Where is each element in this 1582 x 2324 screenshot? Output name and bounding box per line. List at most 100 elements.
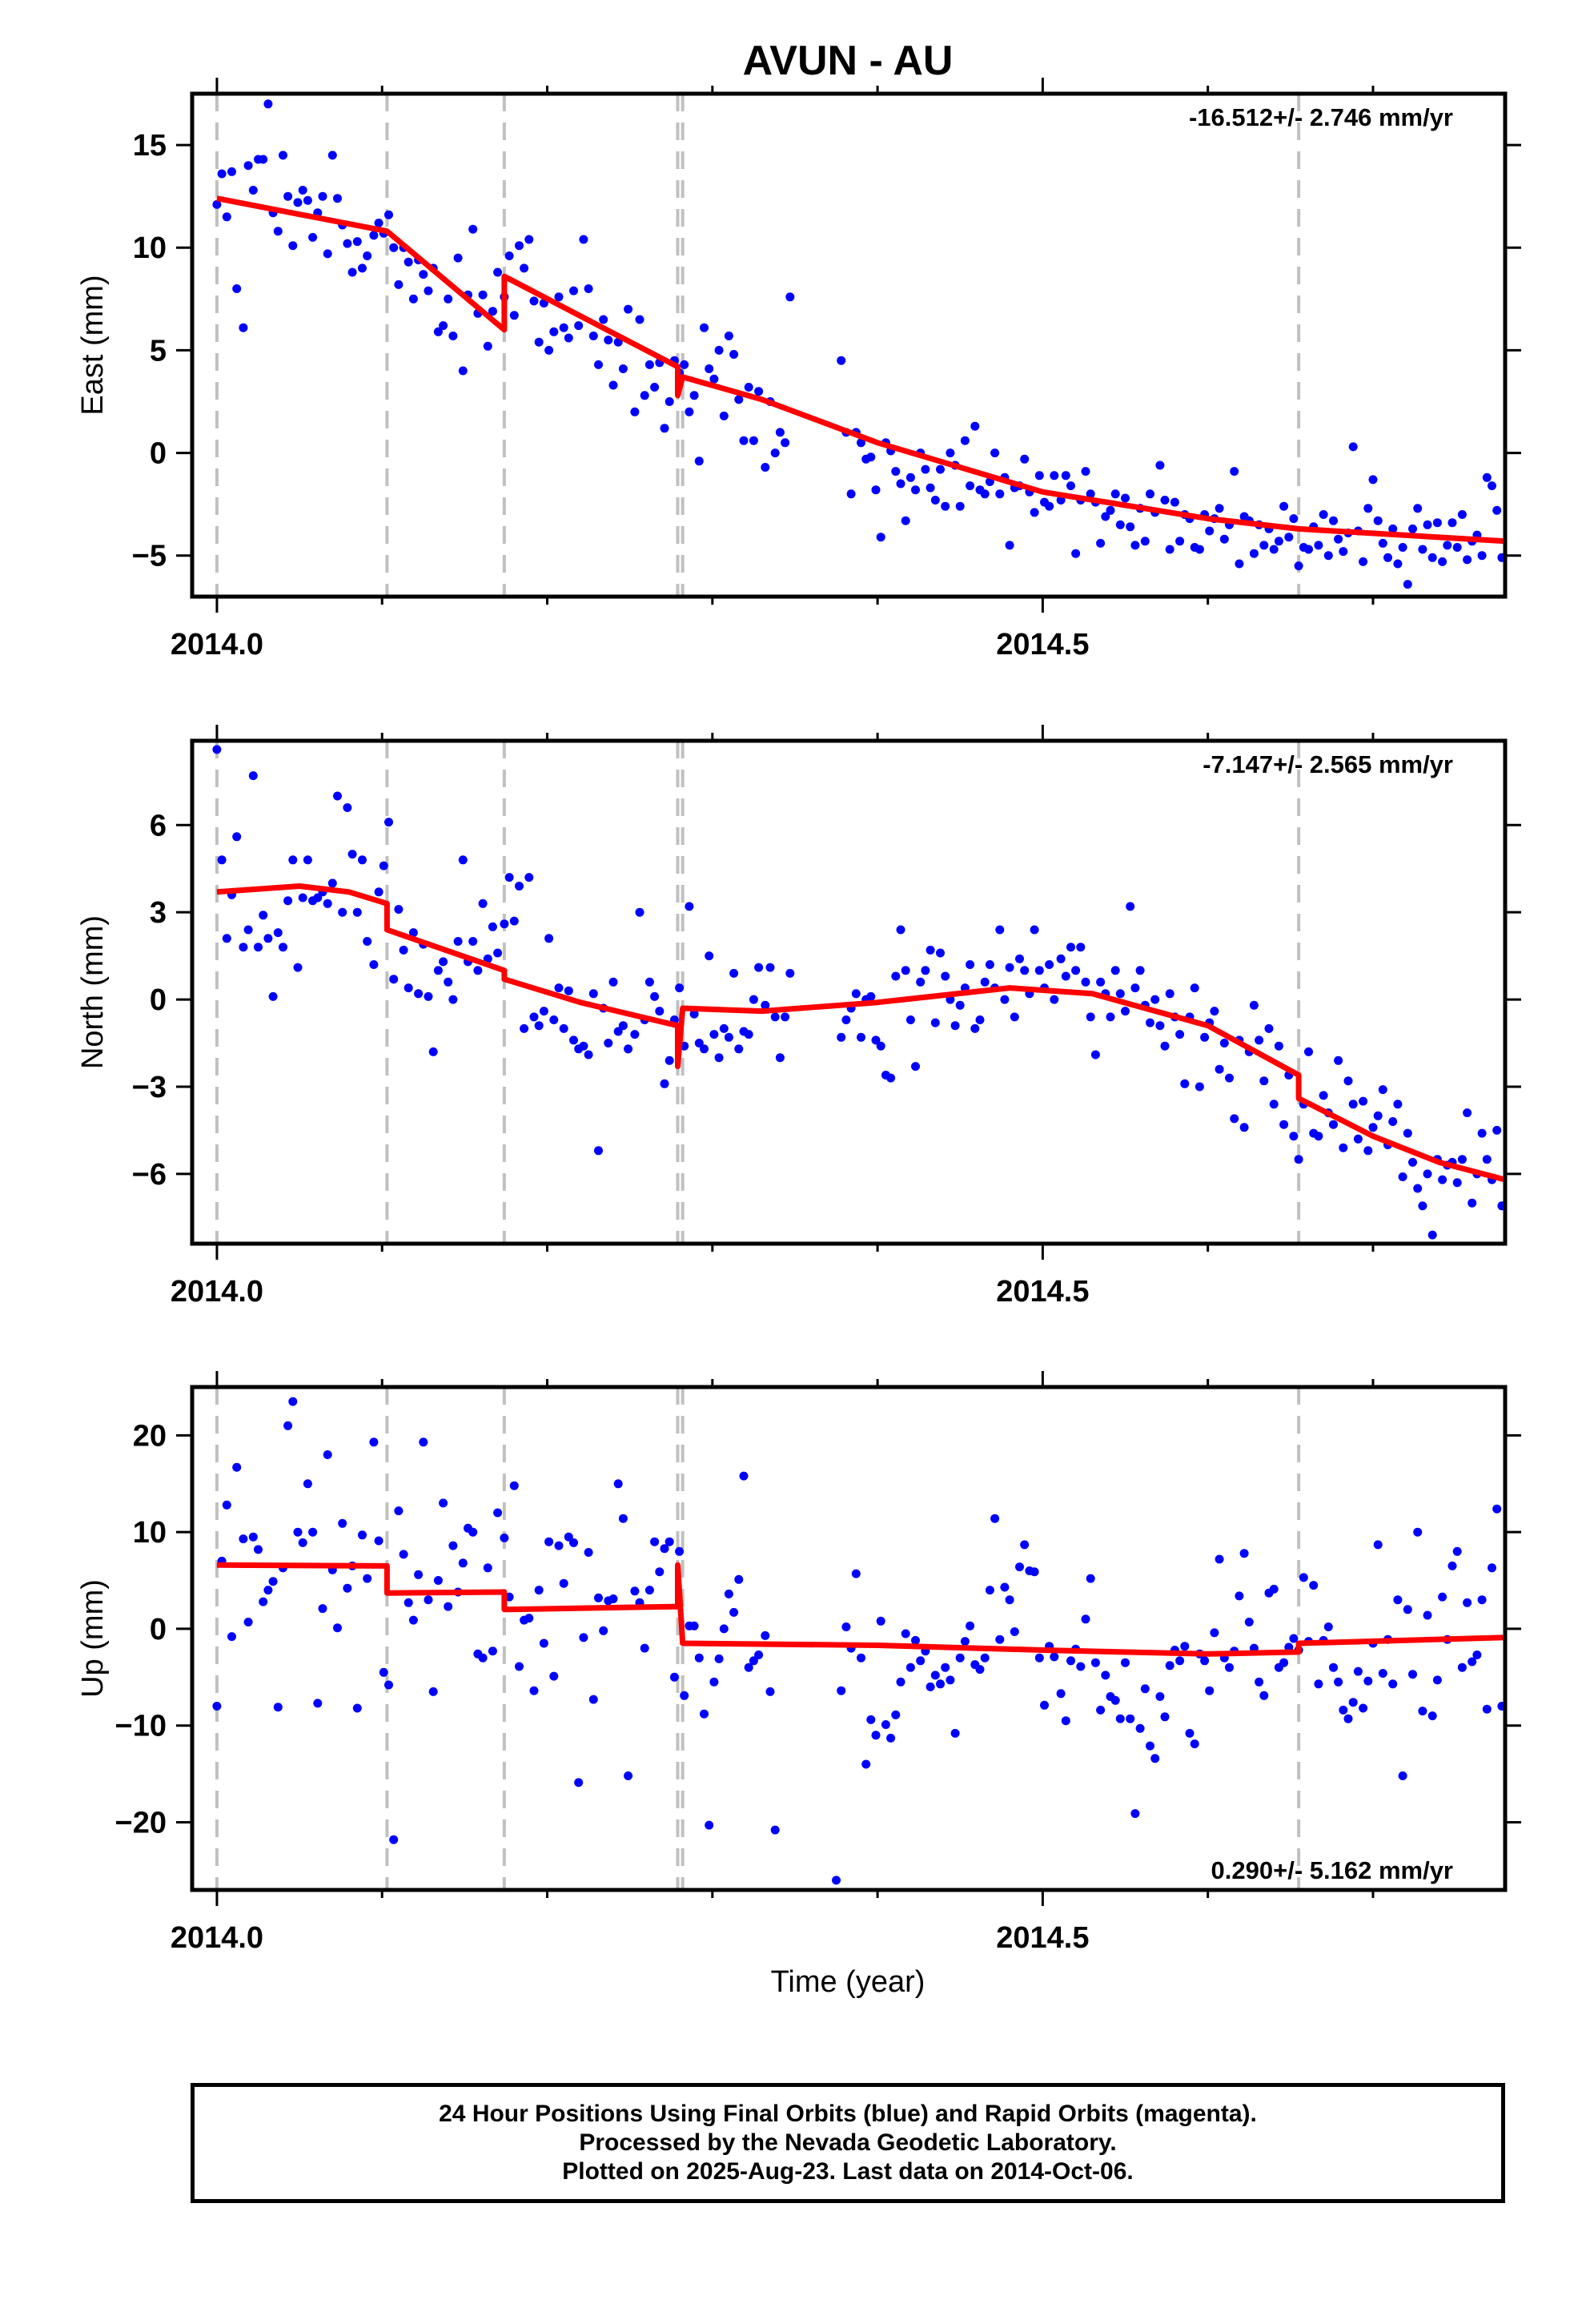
up-point-37 xyxy=(399,1550,408,1559)
north-point-119 xyxy=(857,1032,865,1042)
north-point-138 xyxy=(950,1021,960,1031)
east-point-177 xyxy=(1146,489,1154,499)
up-point-197 xyxy=(1255,1677,1264,1687)
footer-line-1: 24 Hour Positions Using Final Orbits (bl… xyxy=(439,2101,1257,2127)
up-point-245 xyxy=(1492,1504,1502,1514)
east-point-44 xyxy=(433,327,443,336)
up-point-240 xyxy=(1468,1657,1477,1667)
east-point-237 xyxy=(1443,541,1452,550)
east-point-135 xyxy=(936,464,945,474)
east-point-13 xyxy=(279,151,287,160)
north-point-111 xyxy=(770,1012,780,1022)
east-point-211 xyxy=(1314,541,1323,550)
north-point-62 xyxy=(524,873,534,883)
east-point-10 xyxy=(263,99,273,109)
north-point-7 xyxy=(248,771,258,781)
east-point-72 xyxy=(574,321,584,331)
east-point-189 xyxy=(1205,526,1215,536)
east-point-167 xyxy=(1096,538,1106,548)
north-point-27 xyxy=(347,850,357,859)
east-point-105 xyxy=(739,436,749,445)
north-point-45 xyxy=(439,957,448,967)
up-point-5 xyxy=(239,1534,248,1544)
up-point-123 xyxy=(886,1733,896,1743)
up-point-96 xyxy=(694,1653,704,1663)
north-point-247 xyxy=(1492,1125,1502,1135)
east-point-157 xyxy=(1045,501,1054,511)
north-point-69 xyxy=(559,1023,568,1033)
north-point-66 xyxy=(544,934,554,943)
north-point-94 xyxy=(685,902,694,911)
north-point-236 xyxy=(1438,1175,1447,1184)
east-point-187 xyxy=(1195,545,1204,554)
north-point-161 xyxy=(1066,943,1075,952)
up-point-244 xyxy=(1488,1563,1496,1573)
up-point-90 xyxy=(665,1537,674,1546)
north-point-73 xyxy=(579,1041,588,1051)
east-point-64 xyxy=(534,337,544,347)
east-point-104 xyxy=(734,395,744,404)
up-point-62 xyxy=(524,1614,534,1623)
east-point-63 xyxy=(529,296,539,306)
east-point-79 xyxy=(608,380,618,390)
up-point-241 xyxy=(1472,1651,1482,1659)
north-point-214 xyxy=(1329,1120,1338,1129)
up-point-4 xyxy=(232,1462,242,1472)
north-point-154 xyxy=(1030,925,1039,935)
north-point-11 xyxy=(268,991,278,1001)
east-point-6 xyxy=(243,161,253,171)
up-point-156 xyxy=(1050,1652,1059,1662)
east-point-152 xyxy=(1020,454,1030,464)
up-point-177 xyxy=(1155,1692,1165,1701)
north-point-63 xyxy=(529,1012,539,1022)
up-point-128 xyxy=(911,1635,920,1645)
east-point-179 xyxy=(1155,460,1165,470)
up-point-216 xyxy=(1348,1698,1358,1707)
north-point-96 xyxy=(694,1039,704,1047)
east-point-58 xyxy=(504,251,514,260)
north-point-149 xyxy=(1005,963,1014,972)
north-point-174 xyxy=(1130,983,1140,993)
east-point-75 xyxy=(588,332,598,340)
north-point-46 xyxy=(444,977,453,987)
east-point-36 xyxy=(394,279,404,289)
up-point-231 xyxy=(1423,1610,1432,1620)
north-point-169 xyxy=(1106,1012,1115,1022)
north-point-110 xyxy=(765,963,775,972)
north-point-147 xyxy=(995,925,1005,935)
up-point-239 xyxy=(1463,1598,1472,1607)
north-point-150 xyxy=(1010,1012,1019,1022)
north-point-108 xyxy=(754,963,764,972)
east-point-223 xyxy=(1373,516,1383,525)
east-point-74 xyxy=(584,284,593,293)
north-point-25 xyxy=(338,907,347,917)
east-point-32 xyxy=(374,219,383,227)
east-point-134 xyxy=(930,496,940,505)
up-point-150 xyxy=(1020,1540,1030,1550)
east-point-94 xyxy=(685,407,694,416)
up-point-134 xyxy=(941,1663,950,1672)
up-point-75 xyxy=(588,1695,598,1704)
up-point-230 xyxy=(1418,1707,1427,1716)
up-point-183 xyxy=(1185,1728,1195,1738)
up-point-188 xyxy=(1210,1628,1219,1638)
up-point-54 xyxy=(483,1563,492,1573)
up-point-133 xyxy=(936,1679,945,1689)
footer-box: 24 Hour Positions Using Final Orbits (bl… xyxy=(191,2083,1505,2203)
north-point-116 xyxy=(841,1015,851,1024)
north-point-95 xyxy=(689,1009,699,1019)
up-point-77 xyxy=(599,1626,608,1635)
north-point-227 xyxy=(1393,1100,1403,1109)
east-point-85 xyxy=(640,391,649,400)
east-point-140 xyxy=(960,436,970,445)
east-point-161 xyxy=(1066,481,1075,491)
up-point-24 xyxy=(333,1623,342,1633)
up-point-219 xyxy=(1363,1676,1373,1686)
north-point-118 xyxy=(851,989,861,999)
east-point-27 xyxy=(347,267,357,277)
east-point-233 xyxy=(1423,520,1432,529)
up-point-26 xyxy=(343,1583,352,1593)
up-point-125 xyxy=(896,1677,905,1687)
north-point-229 xyxy=(1403,1128,1412,1138)
north-point-12 xyxy=(273,928,283,938)
